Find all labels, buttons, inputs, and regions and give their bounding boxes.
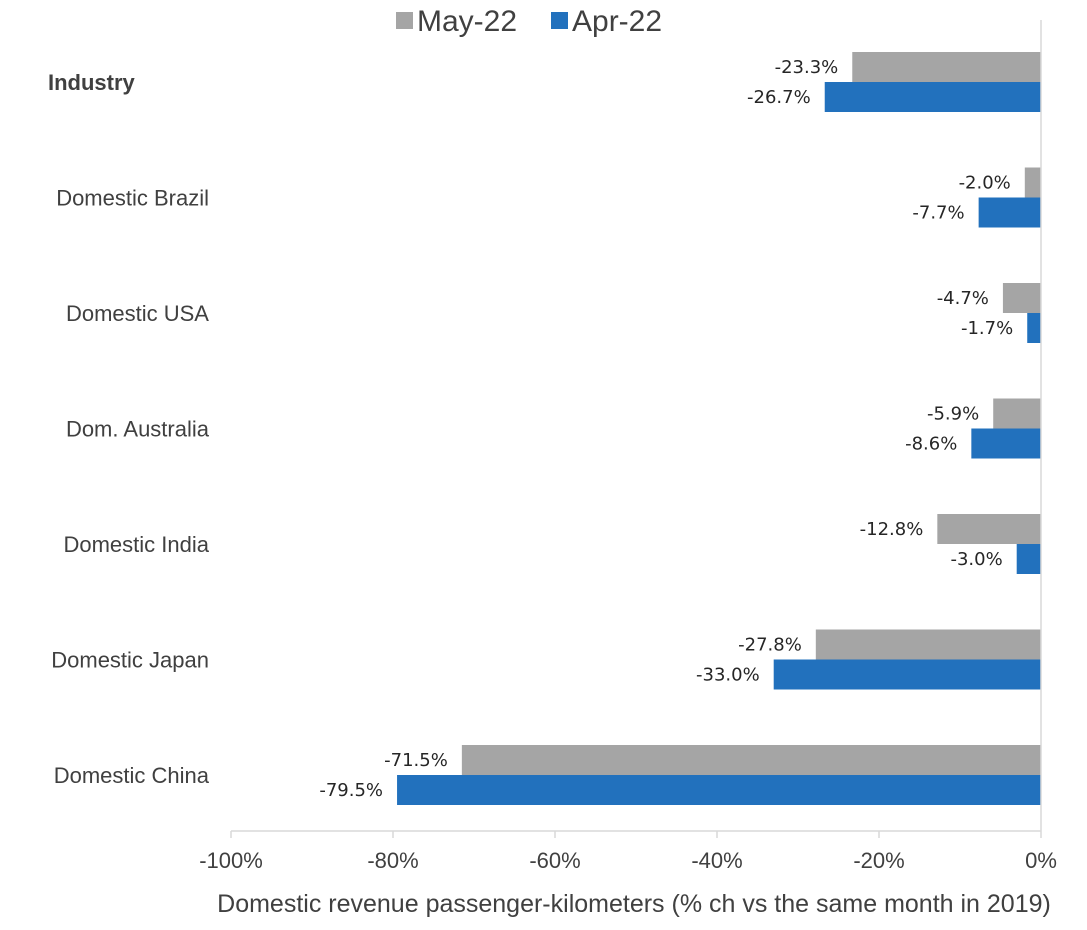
bar-may-22 (461, 745, 1042, 775)
category-label: Domestic Brazil (56, 186, 209, 211)
axes: -100% -80% -60% -40% -20% 0% (199, 20, 1057, 873)
x-tick-label: 0% (1025, 848, 1057, 873)
data-label: -33.0% (696, 665, 760, 686)
data-label: -3.0% (950, 549, 1002, 570)
category-label: Domestic India (63, 532, 209, 557)
bar-apr-22 (1016, 544, 1041, 574)
category-label: Domestic Japan (51, 648, 209, 673)
bar-apr-22 (978, 197, 1041, 228)
bar-may-22 (1002, 283, 1041, 313)
legend-label: Apr-22 (572, 5, 662, 38)
bar-apr-22 (824, 82, 1041, 112)
x-tick-label: -20% (853, 848, 904, 873)
x-tick-label: -100% (199, 848, 263, 873)
legend-swatch (396, 12, 413, 29)
bars-group: -23.3% -26.7% -2.0% -7.7% -4.7% -1.7% -5.9% -8.… (319, 52, 1042, 805)
bar-apr-22 (1027, 313, 1041, 343)
legend: May-22 Apr-22 (396, 5, 662, 38)
x-tick-label: -60% (529, 848, 580, 873)
category-label: Domestic China (54, 763, 210, 788)
data-label: -8.6% (905, 434, 957, 455)
bar-apr-22 (773, 659, 1041, 690)
bar-may-22 (993, 398, 1041, 429)
data-label: -12.8% (860, 519, 924, 540)
x-axis-title: Domestic revenue passenger-kilometers (%… (217, 890, 1051, 918)
bar-may-22 (852, 52, 1041, 82)
bar-may-22 (815, 629, 1041, 660)
category-label: Industry (48, 70, 136, 95)
data-label: -26.7% (747, 87, 811, 108)
data-label: -2.0% (959, 173, 1011, 194)
x-tick-label: -80% (367, 848, 418, 873)
bar-apr-22 (971, 428, 1041, 459)
bar-apr-22 (397, 775, 1041, 805)
legend-label: May-22 (417, 5, 517, 38)
data-label: -27.8% (738, 635, 802, 656)
x-tick-label: -40% (691, 848, 742, 873)
category-label: Domestic USA (66, 301, 209, 326)
bar-may-22 (1024, 167, 1041, 198)
data-label: -71.5% (384, 750, 448, 771)
category-label: Dom. Australia (66, 417, 210, 442)
data-label: -23.3% (775, 57, 839, 78)
data-label: -1.7% (961, 318, 1013, 339)
category-labels: Industry Domestic Brazil Domestic USA Dom. … (48, 70, 210, 788)
data-label: -79.5% (319, 780, 383, 801)
data-label: -4.7% (937, 288, 989, 309)
legend-swatch (551, 12, 568, 29)
bar-may-22 (937, 514, 1041, 544)
data-label: -7.7% (912, 203, 964, 224)
data-label: -5.9% (927, 404, 979, 425)
